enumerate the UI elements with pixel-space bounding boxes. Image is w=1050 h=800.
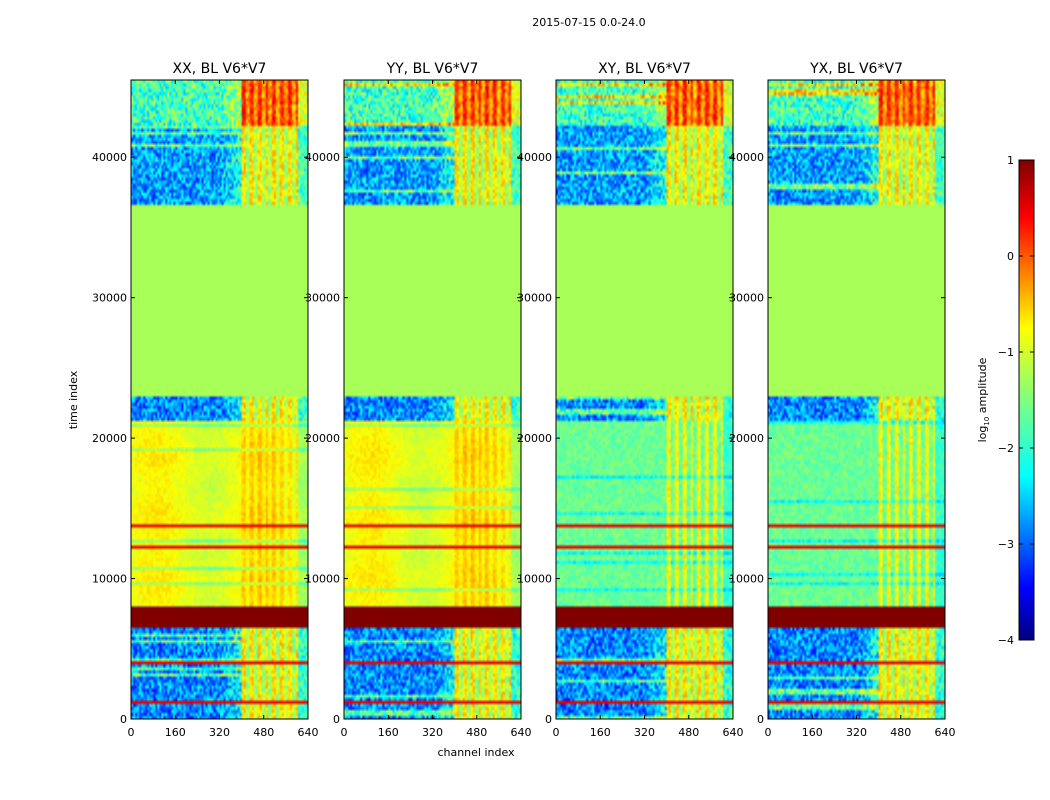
colorbar-tick-label: 1 <box>1007 154 1014 167</box>
figure-suptitle: 2015-07-15 0.0-24.0 <box>532 16 645 29</box>
y-tick-label: 10000 <box>92 573 127 586</box>
x-tick-label: 480 <box>253 726 274 739</box>
x-tick-label: 640 <box>935 726 956 739</box>
colorbar-gradient <box>1018 159 1035 641</box>
panel-xx: XX, BL V6*V7 0 160 320 480 640 0 10000 20000 3000… <box>92 61 319 739</box>
y-tick-label: 40000 <box>92 151 127 164</box>
x-tick-label: 320 <box>846 726 867 739</box>
x-tick-label: 480 <box>466 726 487 739</box>
y-tick-label: 20000 <box>305 432 340 445</box>
y-tick-label: 20000 <box>517 432 552 445</box>
y-tick-label: 0 <box>545 713 552 726</box>
y-tick-label: 30000 <box>92 292 127 305</box>
y-tick-label: 10000 <box>305 573 340 586</box>
colorbar-tick-label: −4 <box>998 634 1014 647</box>
x-tick-label: 640 <box>298 726 319 739</box>
panel-title: XX, BL V6*V7 <box>173 61 267 77</box>
x-tick-label: 0 <box>128 726 135 739</box>
y-tick-label: 40000 <box>305 151 340 164</box>
x-tick-label: 160 <box>802 726 823 739</box>
panel-title: YX, BL V6*V7 <box>809 61 903 77</box>
y-tick-label: 0 <box>120 713 127 726</box>
y-tick-label: 40000 <box>729 151 764 164</box>
y-tick-label: 20000 <box>92 432 127 445</box>
y-tick-label: 30000 <box>517 292 552 305</box>
y-tick-label: 30000 <box>305 292 340 305</box>
panel-title: YY, BL V6*V7 <box>386 61 479 77</box>
x-tick-label: 160 <box>378 726 399 739</box>
y-tick-label: 0 <box>333 713 340 726</box>
colorbar-tick-label: −2 <box>998 442 1014 455</box>
panel-yx: YX, BL V6*V7 0 160 320 480 640 0 10000 20000 3000… <box>729 61 956 739</box>
y-tick-label: 30000 <box>729 292 764 305</box>
x-tick-label: 320 <box>422 726 443 739</box>
panel-title: XY, BL V6*V7 <box>598 61 691 77</box>
x-tick-label: 0 <box>553 726 560 739</box>
x-tick-label: 160 <box>165 726 186 739</box>
y-tick-label: 0 <box>757 713 764 726</box>
colorbar-label: log10 amplitude <box>976 357 991 442</box>
y-tick-label: 40000 <box>517 151 552 164</box>
x-tick-label: 0 <box>765 726 772 739</box>
x-tick-label: 320 <box>634 726 655 739</box>
x-tick-label: 640 <box>723 726 744 739</box>
x-tick-label: 480 <box>890 726 911 739</box>
x-tick-label: 640 <box>511 726 532 739</box>
heatmap-image-yy <box>344 80 521 719</box>
colorbar-ticks: 1 0 −1 −2 −3 −4 <box>998 154 1034 647</box>
panels-group: XX, BL V6*V7 0 160 320 480 640 0 10000 20000 3000… <box>92 61 956 739</box>
heatmap-image-xy <box>556 80 733 719</box>
x-axis-label: channel index <box>437 746 515 759</box>
heatmap-image-xx <box>131 80 308 719</box>
x-tick-label: 0 <box>341 726 348 739</box>
colorbar: log10 amplitude 1 0 −1 −2 −3 −4 <box>976 154 1035 647</box>
x-tick-label: 320 <box>209 726 230 739</box>
colorbar-tick-label: −3 <box>998 538 1014 551</box>
y-axis-label: time index <box>67 370 80 429</box>
panel-xy: XY, BL V6*V7 0 160 320 480 640 0 10000 20000 3000… <box>517 61 744 739</box>
panel-yy: YY, BL V6*V7 0 160 320 480 640 0 10000 20000 3000… <box>305 61 532 739</box>
heatmap-image-yx <box>768 80 945 719</box>
y-tick-label: 10000 <box>729 573 764 586</box>
y-tick-label: 20000 <box>729 432 764 445</box>
colorbar-tick-label: −1 <box>998 346 1014 359</box>
colorbar-tick-label: 0 <box>1007 250 1014 263</box>
x-tick-label: 480 <box>678 726 699 739</box>
x-tick-label: 160 <box>590 726 611 739</box>
y-tick-label: 10000 <box>517 573 552 586</box>
